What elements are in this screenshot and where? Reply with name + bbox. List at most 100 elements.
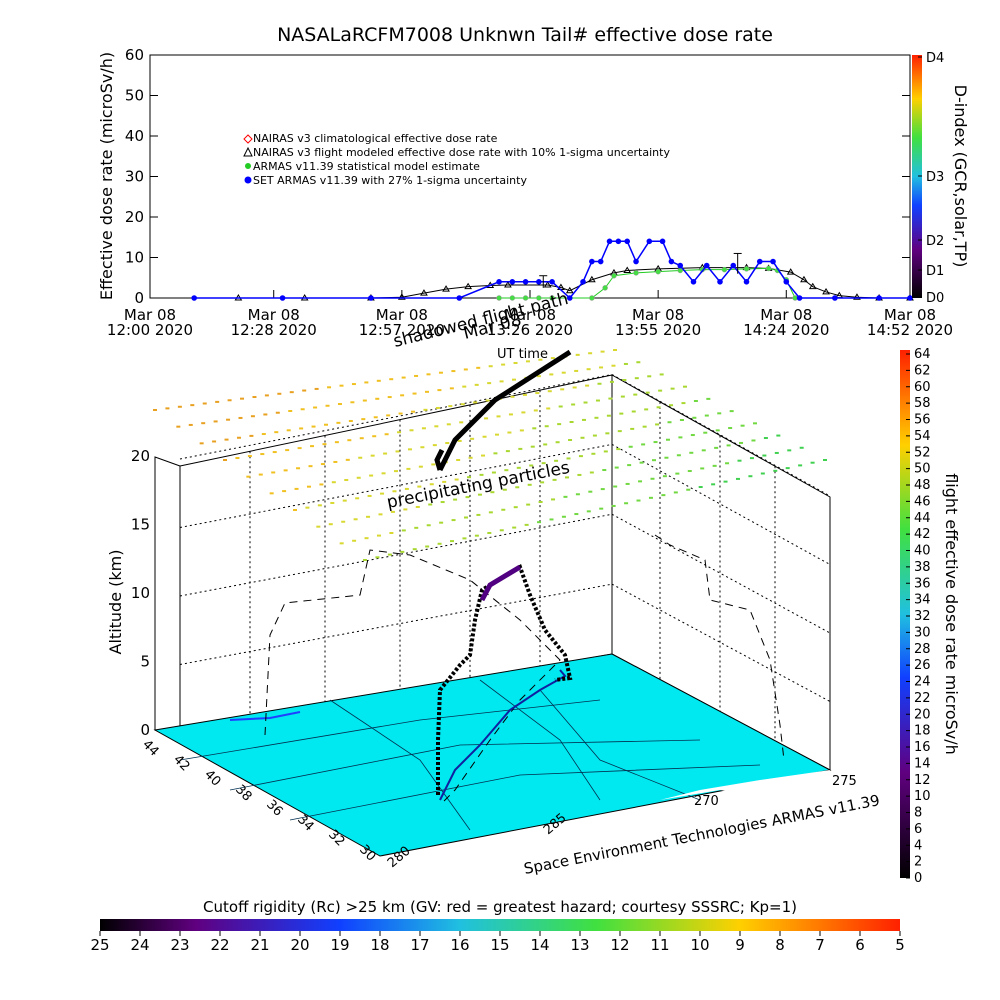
d-index-tick-label: D0 [926,291,944,306]
longitude-tick-label: 270 [694,794,719,809]
nairas-point [800,275,808,283]
cutoff-colorbar-label: Cutoff rigidity (Rc) >25 km (GV: red = g… [203,898,797,916]
dose-colorbar-tick-label: 40 [914,544,931,559]
top-x-tick-label-date: Mar 08 [632,306,684,324]
nairas-point [565,286,574,294]
dose-colorbar-tick-label: 38 [914,560,931,575]
dose-colorbar-tick-label: 18 [914,724,931,739]
top-x-tick-label-time: 12:28 2020 [231,321,317,339]
set-armas-point [743,279,750,285]
top-x-tick-label-time: 13:26 2020 [487,321,573,339]
dose-colorbar-tick-label: 20 [914,707,931,722]
nairas-point [623,266,632,273]
shadow-path-right [654,534,785,761]
nairas-point [543,281,552,288]
dose-colorbar-tick-label: 30 [914,625,931,640]
dose-colorbar-tick-label: 34 [914,593,931,608]
set-armas-point [279,295,286,301]
d-index-tick-label: D3 [926,170,944,185]
back-wall-gridline [179,374,613,460]
legend-marker [245,163,251,169]
top-x-tick-label-date: Mar 08 [884,306,936,324]
dose-colorbar-tick-label: 64 [914,347,931,362]
armas-model-point [611,272,617,279]
set-armas-point [566,295,573,301]
cutoff-colorbar-tick-label: 16 [450,936,469,954]
dose-colorbar-tick-label: 14 [914,756,931,771]
dose-colorbar-tick-label: 24 [914,675,931,690]
dose-colorbar-tick-label: 54 [914,429,931,444]
cutoff-colorbar-tick-label: 22 [210,936,229,954]
cutoff-colorbar-tick-label: 19 [330,936,349,954]
back-wall-gridline [179,443,613,528]
altitude-tick-label: 5 [140,653,150,671]
altitude-axis-label: Altitude (km) [106,550,125,655]
legend-label: ARMAS v11.39 statistical model estimate [253,160,480,173]
right-wall-gridline [611,443,831,565]
cutoff-colorbar-tick-label: 5 [895,936,905,954]
dose-colorbar-tick-label: 22 [914,691,931,706]
nairas-point [853,293,861,300]
dose-colorbar-tick-label: 44 [914,511,931,526]
set-armas-point [368,295,374,301]
dose-colorbar-tick-label: 8 [914,806,922,821]
series-line [194,240,910,300]
top-y-tick-label: 50 [125,87,144,105]
set-armas-point [646,238,653,245]
altitude-tick-label: 0 [140,721,150,739]
cutoff-colorbar-tick-label: 21 [250,936,269,954]
set-armas-point [597,258,604,265]
d-index-tick-label: D1 [926,264,944,279]
flight-track [436,564,573,795]
top-x-tick-label-time: 12:57 2020 [359,321,445,339]
left-back-wall [154,456,181,734]
dose-colorbar-tick-label: 2 [914,855,922,870]
legend-label: NAIRAS v3 climatological effective dose … [253,132,498,145]
legend-marker [244,176,252,184]
cutoff-colorbar-tick-label: 7 [815,936,825,954]
set-armas-point [496,279,502,285]
armas-model-point [522,295,529,301]
longitude-tick-label: 275 [832,774,857,789]
dose-colorbar-tick-label: 26 [914,658,931,673]
cutoff-colorbar-tick-label: 20 [290,936,309,954]
dose-colorbar-tick-label: 52 [914,445,931,460]
top-x-tick-label-time: 14:52 2020 [867,321,953,339]
map-water-region [660,770,830,800]
dose-colorbar-tick-label: 4 [914,838,922,853]
dose-colorbar-tick-label: 32 [914,609,931,624]
latitude-tick-label: 44 [139,737,161,759]
set-armas-point [589,258,595,265]
altitude-tick-label: 15 [131,516,150,534]
set-armas-point [615,238,622,245]
top-y-tick-label: 60 [125,46,144,64]
dose-colorbar-label: flight effective dose rate microSv/h [942,473,961,755]
d-index-tick-label: D2 [926,234,944,249]
dose-colorbar-tick-label: 36 [914,576,931,591]
flight-track-upper [437,349,572,472]
ground-track [439,669,567,801]
map-boundary-line [179,699,601,761]
top-y-tick-label: 30 [125,168,144,186]
ut-time-label: UT time [497,347,548,362]
map-boundary-line [479,679,601,801]
set-armas-point [907,295,913,301]
armas-model-point [743,266,750,272]
armas-model-point [721,266,728,273]
armas-model-point [496,295,502,301]
altitude-tick-label: 20 [131,447,150,465]
top-y-tick-label: 40 [125,127,144,145]
set-armas-point [756,258,763,265]
map-boundary-line [329,699,471,831]
legend-marker [243,134,253,144]
cutoff-colorbar-tick-label: 24 [130,936,149,954]
right-wall-gridline [611,513,831,634]
cutoff-colorbar-tick-label: 15 [490,936,509,954]
legend-label: SET ARMAS v11.39 with 27% 1-sigma uncert… [253,174,527,187]
dose-colorbar-tick-label: 12 [914,773,931,788]
top-y-tick-label: 0 [134,289,144,307]
cutoff-colorbar-tick-label: 14 [530,936,549,954]
map-boundary-line [539,689,701,801]
dose-colorbar-tick-label: 28 [914,642,931,657]
